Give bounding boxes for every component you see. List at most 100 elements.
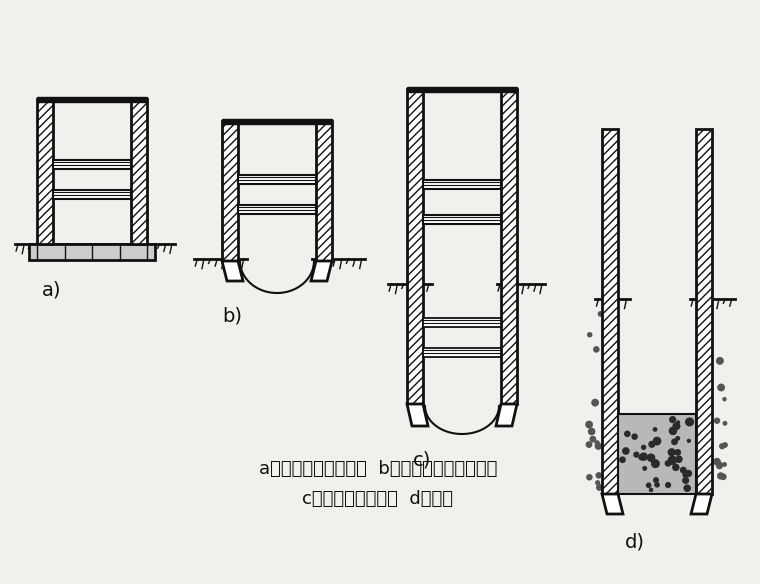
- Circle shape: [595, 472, 602, 479]
- Polygon shape: [691, 494, 712, 514]
- Circle shape: [619, 456, 626, 463]
- Circle shape: [587, 427, 595, 435]
- Circle shape: [714, 418, 720, 424]
- Circle shape: [653, 427, 657, 432]
- Circle shape: [665, 460, 671, 467]
- Circle shape: [593, 346, 600, 353]
- Circle shape: [648, 441, 655, 448]
- Circle shape: [672, 464, 679, 471]
- Polygon shape: [407, 404, 428, 426]
- Circle shape: [717, 472, 724, 479]
- Circle shape: [585, 441, 593, 448]
- Circle shape: [595, 480, 600, 485]
- Circle shape: [597, 311, 603, 317]
- Circle shape: [622, 447, 630, 455]
- Bar: [316, 121, 332, 261]
- Bar: [131, 99, 147, 244]
- Circle shape: [649, 488, 654, 492]
- Circle shape: [717, 461, 721, 465]
- Circle shape: [718, 462, 723, 467]
- Circle shape: [642, 466, 648, 471]
- Circle shape: [720, 474, 727, 480]
- Bar: [238, 205, 316, 214]
- Bar: [501, 89, 517, 404]
- Circle shape: [641, 444, 646, 450]
- Circle shape: [716, 357, 724, 365]
- Circle shape: [676, 420, 680, 425]
- Text: d): d): [625, 532, 645, 551]
- Circle shape: [639, 453, 648, 461]
- Circle shape: [719, 443, 725, 449]
- Circle shape: [632, 433, 638, 440]
- Circle shape: [586, 474, 593, 481]
- Bar: [423, 318, 501, 327]
- Circle shape: [665, 482, 671, 488]
- Circle shape: [667, 456, 677, 465]
- Bar: [501, 89, 517, 404]
- Bar: [696, 129, 712, 494]
- Bar: [53, 160, 131, 169]
- Circle shape: [671, 439, 678, 445]
- Circle shape: [585, 420, 593, 429]
- Bar: [29, 244, 155, 260]
- Circle shape: [594, 440, 600, 446]
- Circle shape: [591, 399, 599, 406]
- Bar: [222, 121, 238, 261]
- Circle shape: [651, 459, 660, 468]
- Circle shape: [667, 448, 676, 456]
- Bar: [53, 190, 131, 199]
- Circle shape: [676, 436, 680, 441]
- Circle shape: [683, 484, 691, 492]
- Bar: [423, 180, 501, 189]
- Circle shape: [722, 397, 727, 401]
- Circle shape: [722, 462, 727, 467]
- Bar: [602, 129, 618, 494]
- Circle shape: [594, 443, 602, 450]
- Circle shape: [669, 416, 676, 423]
- Circle shape: [685, 470, 692, 477]
- Bar: [618, 414, 696, 494]
- Bar: [407, 87, 517, 92]
- Text: c）沉井接高下沉；  d）封底: c）沉井接高下沉； d）封底: [302, 490, 454, 508]
- Circle shape: [653, 477, 659, 483]
- Bar: [423, 348, 501, 357]
- Circle shape: [722, 442, 728, 448]
- Circle shape: [682, 471, 689, 478]
- Circle shape: [646, 482, 651, 488]
- Bar: [407, 89, 423, 404]
- Circle shape: [723, 421, 727, 426]
- Circle shape: [682, 477, 689, 484]
- Circle shape: [669, 426, 677, 435]
- Bar: [222, 119, 332, 124]
- Bar: [316, 121, 332, 261]
- Circle shape: [680, 467, 687, 474]
- Circle shape: [685, 418, 694, 426]
- Bar: [423, 215, 501, 224]
- Bar: [37, 99, 53, 244]
- Bar: [37, 97, 147, 102]
- Circle shape: [638, 454, 644, 460]
- Polygon shape: [311, 261, 332, 281]
- Text: a): a): [43, 281, 62, 300]
- Bar: [37, 99, 53, 244]
- Polygon shape: [222, 261, 243, 281]
- Circle shape: [675, 456, 682, 463]
- Circle shape: [687, 439, 691, 443]
- Circle shape: [587, 332, 593, 338]
- Circle shape: [717, 384, 725, 391]
- Circle shape: [654, 482, 660, 488]
- Circle shape: [590, 436, 597, 443]
- Text: c): c): [413, 451, 431, 470]
- Bar: [222, 121, 238, 261]
- Circle shape: [624, 430, 631, 437]
- Polygon shape: [602, 494, 623, 514]
- Circle shape: [716, 463, 723, 470]
- Text: a）制作第一节沉井；  b）抽垫木、挖土下沉；: a）制作第一节沉井； b）抽垫木、挖土下沉；: [259, 460, 497, 478]
- Bar: [602, 129, 618, 494]
- Bar: [238, 175, 316, 184]
- Bar: [696, 129, 712, 494]
- Polygon shape: [496, 404, 517, 426]
- Bar: [131, 99, 147, 244]
- Circle shape: [596, 484, 603, 491]
- Text: b): b): [222, 306, 242, 325]
